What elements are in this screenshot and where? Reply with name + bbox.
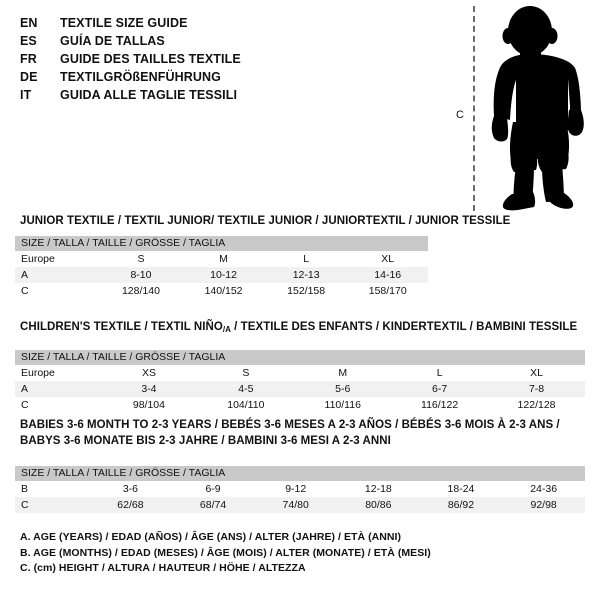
table-cell: 122/128 [488, 397, 585, 413]
table-row: Europe XS S M L XL [15, 365, 585, 381]
table-row: C 62/68 68/74 74/80 80/86 86/92 92/98 [15, 497, 585, 513]
row-label: A [15, 267, 100, 283]
table-cell: 110/116 [294, 397, 392, 413]
table-row: C 128/140 140/152 152/158 158/170 [15, 283, 428, 299]
children-title-subscript: /A [222, 325, 231, 334]
table-row: B 3-6 6-9 9-12 12-18 18-24 24-36 [15, 481, 585, 497]
height-illustration: C [440, 4, 595, 212]
language-title-block: EN TEXTILE SIZE GUIDE ES GUÍA DE TALLAS … [20, 14, 320, 104]
table-cell: 24-36 [502, 481, 585, 497]
junior-size-table: SIZE / TALLA / TAILLE / GRÖSSE / TAGLIA … [15, 236, 428, 299]
table-cell: XL [347, 251, 428, 267]
size-bar-label: SIZE / TALLA / TAILLE / GRÖSSE / TAGLIA [15, 236, 428, 251]
table-cell: 6-9 [171, 481, 255, 497]
table-cell: 140/152 [182, 283, 265, 299]
table-cell: XS [100, 365, 198, 381]
table-cell: 4-5 [197, 381, 295, 397]
language-row: IT GUIDA ALLE TAGLIE TESSILI [20, 86, 320, 104]
legend-line-c: C. (cm) HEIGHT / ALTURA / HAUTEUR / HÖHE… [20, 562, 306, 574]
legend-line-b: B. AGE (MONTHS) / EDAD (MESES) / ÂGE (MO… [20, 546, 431, 559]
table-cell: L [391, 365, 489, 381]
table-cell: 7-8 [488, 381, 585, 397]
language-code: ES [20, 34, 37, 48]
table-cell: 116/122 [391, 397, 489, 413]
table-cell: 9-12 [254, 481, 338, 497]
babies-section-title-line2: BABYS 3-6 MONATE BIS 2-3 JAHRE / BAMBINI… [20, 435, 391, 447]
table-cell: M [294, 365, 392, 381]
babies-section-title-line1: BABIES 3-6 MONTH TO 2-3 YEARS / BEBÉS 3-… [20, 419, 560, 431]
height-dashed-line [473, 6, 475, 211]
table-cell: 3-4 [100, 381, 198, 397]
language-title: GUIDE DES TAILLES TEXTILE [60, 52, 241, 66]
row-label: Europe [15, 251, 100, 267]
language-title: GUIDA ALLE TAGLIE TESSILI [60, 88, 238, 102]
row-label: C [15, 397, 101, 413]
children-section-title: CHILDREN'S TEXTILE / TEXTIL NIÑO/A / TEX… [20, 320, 577, 335]
language-title: TEXTILE SIZE GUIDE [60, 16, 188, 30]
language-title: TEXTILGRÖßENFÜHRUNG [60, 70, 221, 84]
babies-size-table: SIZE / TALLA / TAILLE / GRÖSSE / TAGLIA … [15, 466, 585, 513]
language-code: IT [20, 88, 32, 102]
table-cell: 74/80 [254, 497, 338, 513]
language-code: EN [20, 16, 38, 30]
row-label: A [15, 381, 101, 397]
table-row: C 98/104 104/110 110/116 116/122 122/128 [15, 397, 585, 413]
table-cell: XL [488, 365, 585, 381]
language-title: GUÍA DE TALLAS [60, 34, 165, 48]
table-cell: 80/86 [337, 497, 420, 513]
row-label: B [15, 481, 90, 497]
table-cell: 128/140 [99, 283, 183, 299]
table-cell: 12-13 [264, 267, 348, 283]
table-cell: 8-10 [99, 267, 183, 283]
table-cell: 98/104 [100, 397, 198, 413]
legend-line-a: A. AGE (YEARS) / EDAD (AÑOS) / ÂGE (ANS)… [20, 531, 402, 543]
junior-section-title: JUNIOR TEXTILE / TEXTIL JUNIOR/ TEXTILE … [20, 215, 511, 227]
table-cell: 5-6 [294, 381, 392, 397]
table-cell: 10-12 [182, 267, 265, 283]
table-cell: 3-6 [89, 481, 172, 497]
table-cell: S [197, 365, 295, 381]
row-label: C [15, 283, 100, 299]
table-cell: S [99, 251, 183, 267]
table-header-bar: SIZE / TALLA / TAILLE / GRÖSSE / TAGLIA [15, 466, 585, 481]
table-cell: 62/68 [89, 497, 172, 513]
table-cell: M [182, 251, 265, 267]
table-cell: 6-7 [391, 381, 489, 397]
child-silhouette-icon [491, 6, 584, 211]
table-header-bar: SIZE / TALLA / TAILLE / GRÖSSE / TAGLIA [15, 350, 585, 365]
language-code: DE [20, 70, 38, 84]
table-cell: 158/170 [347, 283, 428, 299]
table-row: Europe S M L XL [15, 251, 428, 267]
size-bar-label: SIZE / TALLA / TAILLE / GRÖSSE / TAGLIA [15, 350, 585, 365]
language-row: FR GUIDE DES TAILLES TEXTILE [20, 50, 320, 68]
table-cell: 86/92 [419, 497, 503, 513]
language-row: ES GUÍA DE TALLAS [20, 32, 320, 50]
language-row: EN TEXTILE SIZE GUIDE [20, 14, 320, 32]
table-row: A 8-10 10-12 12-13 14-16 [15, 267, 428, 283]
height-marker-label: C [456, 109, 464, 121]
children-size-table: SIZE / TALLA / TAILLE / GRÖSSE / TAGLIA … [15, 350, 585, 413]
table-cell: 12-18 [337, 481, 420, 497]
children-title-post: / TEXTILE DES ENFANTS / KINDERTEXTIL / B… [230, 321, 578, 333]
table-cell: 14-16 [347, 267, 428, 283]
language-code: FR [20, 52, 37, 66]
size-bar-label: SIZE / TALLA / TAILLE / GRÖSSE / TAGLIA [15, 466, 585, 481]
table-header-bar: SIZE / TALLA / TAILLE / GRÖSSE / TAGLIA [15, 236, 428, 251]
table-cell: L [264, 251, 348, 267]
table-cell: 152/158 [264, 283, 348, 299]
table-cell: 18-24 [419, 481, 503, 497]
row-label: C [15, 497, 90, 513]
children-title-pre: CHILDREN'S TEXTILE / TEXTIL NIÑO [20, 321, 223, 333]
row-label: Europe [15, 365, 101, 381]
table-cell: 92/98 [502, 497, 585, 513]
legend-block: A. AGE (YEARS) / EDAD (AÑOS) / ÂGE (ANS)… [20, 530, 470, 577]
table-cell: 68/74 [171, 497, 255, 513]
language-row: DE TEXTILGRÖßENFÜHRUNG [20, 68, 320, 86]
table-row: A 3-4 4-5 5-6 6-7 7-8 [15, 381, 585, 397]
table-cell: 104/110 [197, 397, 295, 413]
